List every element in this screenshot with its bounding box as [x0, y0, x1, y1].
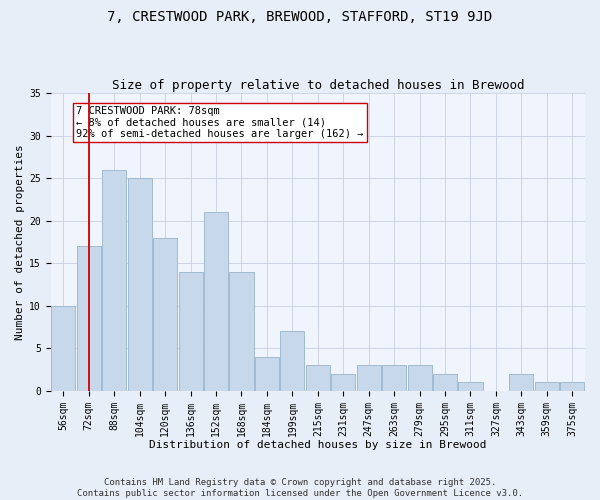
Bar — [179, 272, 203, 391]
Text: Contains HM Land Registry data © Crown copyright and database right 2025.
Contai: Contains HM Land Registry data © Crown c… — [77, 478, 523, 498]
X-axis label: Distribution of detached houses by size in Brewood: Distribution of detached houses by size … — [149, 440, 487, 450]
Bar — [458, 382, 482, 391]
Bar — [433, 374, 457, 391]
Bar — [535, 382, 559, 391]
Bar — [560, 382, 584, 391]
Bar — [204, 212, 228, 391]
Bar — [306, 366, 330, 391]
Title: Size of property relative to detached houses in Brewood: Size of property relative to detached ho… — [112, 79, 524, 92]
Bar — [407, 366, 431, 391]
Bar — [77, 246, 101, 391]
Bar — [331, 374, 355, 391]
Bar — [382, 366, 406, 391]
Bar — [509, 374, 533, 391]
Bar — [153, 238, 177, 391]
Bar — [229, 272, 254, 391]
Bar — [128, 178, 152, 391]
Bar — [356, 366, 381, 391]
Y-axis label: Number of detached properties: Number of detached properties — [15, 144, 25, 340]
Text: 7, CRESTWOOD PARK, BREWOOD, STAFFORD, ST19 9JD: 7, CRESTWOOD PARK, BREWOOD, STAFFORD, ST… — [107, 10, 493, 24]
Bar — [102, 170, 127, 391]
Text: 7 CRESTWOOD PARK: 78sqm
← 8% of detached houses are smaller (14)
92% of semi-det: 7 CRESTWOOD PARK: 78sqm ← 8% of detached… — [76, 106, 364, 139]
Bar — [280, 332, 304, 391]
Bar — [51, 306, 76, 391]
Bar — [255, 357, 279, 391]
